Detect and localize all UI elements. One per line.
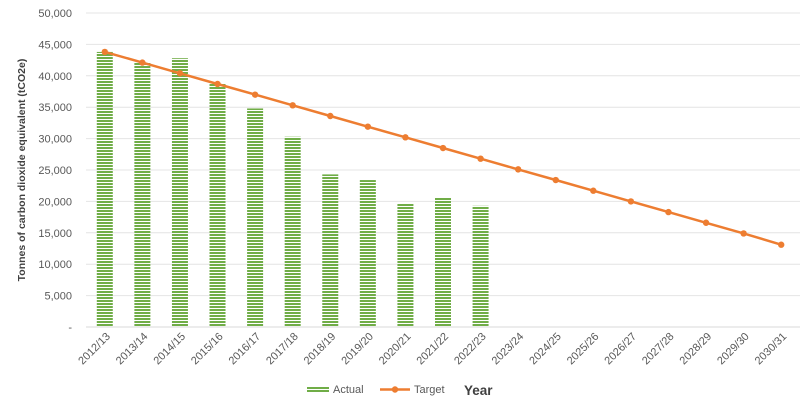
target-point xyxy=(327,112,334,120)
legend-target-marker xyxy=(391,386,399,393)
x-axis-title: Year xyxy=(464,383,493,398)
target-point xyxy=(477,155,484,162)
y-tick-label: 50,000 xyxy=(38,8,72,20)
y-tick-label: 10,000 xyxy=(38,259,72,271)
x-tick-label: 2016/17 xyxy=(227,331,264,368)
x-tick-label: 2029/30 xyxy=(715,331,752,368)
y-tick-label: 40,000 xyxy=(38,71,72,83)
target-point xyxy=(627,198,635,205)
legend: Actual Target xyxy=(307,384,445,396)
bar xyxy=(171,58,188,327)
x-tick-label: 2025/26 xyxy=(565,331,602,368)
line-series-target xyxy=(101,48,785,248)
bar xyxy=(96,51,113,327)
x-tick-label: 2030/31 xyxy=(753,331,790,368)
x-tick-label: 2020/21 xyxy=(377,331,414,368)
y-tick-label: 45,000 xyxy=(38,39,72,51)
target-point xyxy=(289,102,296,109)
x-tick-label: 2015/16 xyxy=(189,331,226,368)
y-tick-label: 20,000 xyxy=(38,196,72,208)
y-tick-label: 15,000 xyxy=(38,228,72,240)
target-point xyxy=(139,59,146,66)
y-tick-label: 30,000 xyxy=(38,134,72,146)
x-tick-label: 2019/20 xyxy=(339,331,376,368)
bar xyxy=(134,61,151,327)
bar xyxy=(284,136,301,327)
bar xyxy=(209,83,226,327)
target-point xyxy=(402,134,409,141)
x-tick-label: 2018/19 xyxy=(302,331,339,368)
legend-actual-swatch xyxy=(307,386,329,393)
x-tick-label: 2012/13 xyxy=(76,331,113,368)
bar xyxy=(322,174,339,327)
x-tick-label: 2023/24 xyxy=(490,331,527,368)
bar xyxy=(472,205,489,327)
target-point xyxy=(251,91,259,98)
x-tick-label: 2014/15 xyxy=(151,331,188,368)
target-point xyxy=(176,70,184,77)
x-tick-label: 2013/14 xyxy=(114,331,151,368)
legend-target-label: Target xyxy=(414,384,445,396)
y-tick-label: - xyxy=(68,322,72,334)
y-axis-title: Tonnes of carbon dioxide equivalent (tCO… xyxy=(16,59,28,282)
x-tick-label: 2021/22 xyxy=(415,331,452,368)
x-tick-label: 2026/27 xyxy=(602,331,639,368)
target-point xyxy=(552,176,559,184)
y-tick-label: 25,000 xyxy=(38,165,72,177)
x-tick-label: 2024/25 xyxy=(527,331,564,368)
target-point xyxy=(665,208,672,216)
x-tick-label: 2028/29 xyxy=(678,331,715,368)
bar xyxy=(397,203,414,327)
x-tick-label: 2027/28 xyxy=(640,331,677,368)
bar-series-actual xyxy=(96,51,489,328)
target-point xyxy=(778,241,785,248)
x-tick-label: 2022/23 xyxy=(452,331,489,368)
y-axis-ticks: - 5,000 10,000 15,000 20,000 25,000 30,000 35,0… xyxy=(38,8,72,334)
target-point xyxy=(590,187,597,194)
target-point xyxy=(740,230,747,237)
bar xyxy=(247,108,264,328)
target-point xyxy=(214,80,221,88)
bar xyxy=(435,197,451,327)
gridlines xyxy=(86,12,800,297)
target-point xyxy=(514,166,522,173)
bar xyxy=(359,180,376,327)
target-point xyxy=(101,48,108,56)
target-point xyxy=(702,219,710,226)
y-tick-label: 35,000 xyxy=(38,102,72,114)
x-axis-ticks: 2012/13 2013/14 2014/15 2015/16 2016/17 2017/… xyxy=(76,331,789,368)
target-point xyxy=(439,144,447,152)
y-tick-label: 5,000 xyxy=(44,291,72,303)
x-tick-label: 2017/18 xyxy=(264,331,301,368)
legend-actual-label: Actual xyxy=(333,384,364,396)
target-point xyxy=(364,123,372,130)
